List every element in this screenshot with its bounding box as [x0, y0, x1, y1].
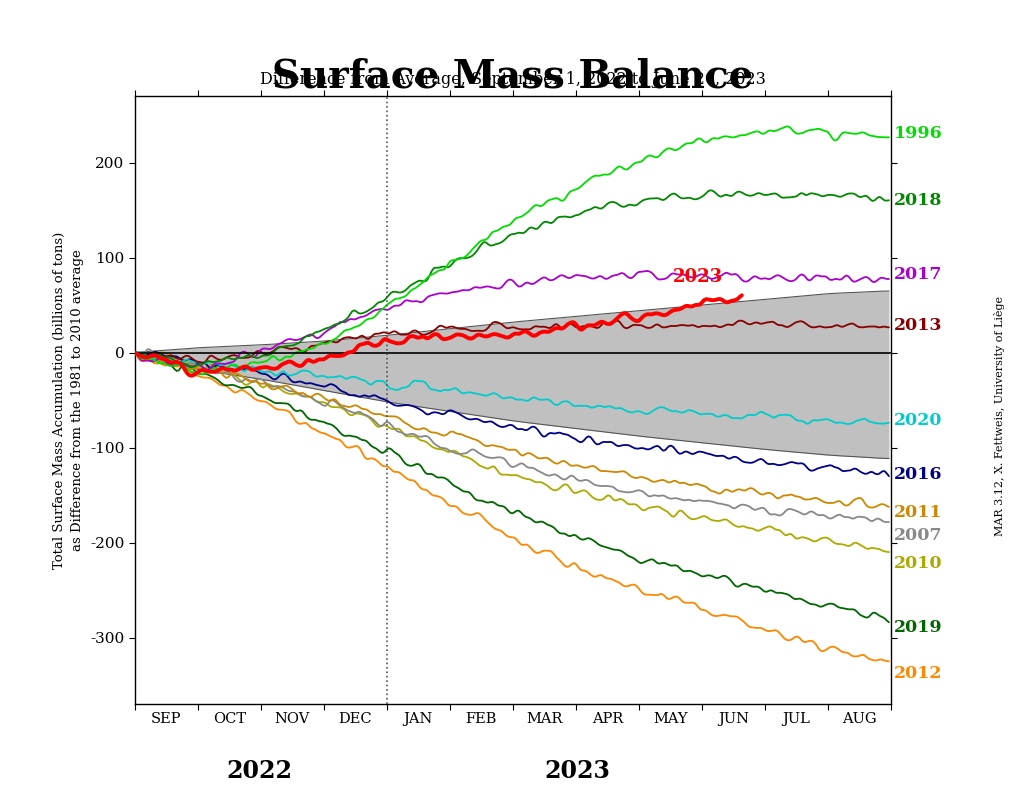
Text: Difference from Average, September 1, 2022 to June 20, 2023: Difference from Average, September 1, 20…	[260, 71, 766, 88]
Text: 2022: 2022	[227, 758, 292, 782]
Text: 2016: 2016	[894, 466, 943, 482]
Text: 2018: 2018	[894, 192, 943, 209]
Text: 2011: 2011	[894, 504, 943, 521]
Text: 2007: 2007	[894, 527, 943, 544]
Title: Surface Mass Balance: Surface Mass Balance	[272, 58, 753, 96]
Text: 2017: 2017	[894, 266, 943, 283]
Text: 2020: 2020	[894, 413, 943, 430]
Text: 1996: 1996	[894, 126, 943, 142]
Text: 2010: 2010	[894, 555, 943, 572]
Text: 2023: 2023	[544, 758, 610, 782]
Text: 2023: 2023	[672, 268, 723, 286]
Text: MAR 3.12, X. Fettweis, University of Liège: MAR 3.12, X. Fettweis, University of Liè…	[995, 296, 1005, 536]
Text: 2013: 2013	[894, 318, 943, 334]
Text: 2012: 2012	[894, 665, 943, 682]
Y-axis label: Total Surface Mass Accumulation (billions of tons)
as Difference from the 1981 t: Total Surface Mass Accumulation (billion…	[53, 231, 84, 569]
Text: 2019: 2019	[894, 619, 943, 637]
